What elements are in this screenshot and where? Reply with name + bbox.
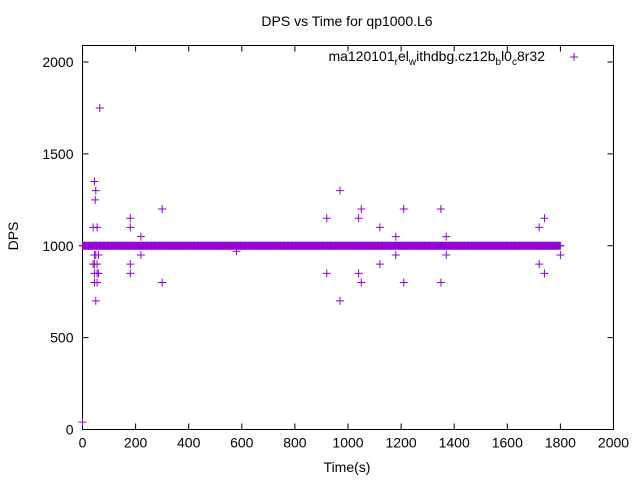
data-point <box>442 250 451 259</box>
x-tick-label: 1800 <box>545 435 576 451</box>
data-point <box>436 278 445 287</box>
data-point <box>93 223 102 232</box>
data-point <box>436 205 445 213</box>
y-axis-label: DPS <box>5 222 21 251</box>
data-point <box>336 296 345 305</box>
data-point <box>90 177 99 186</box>
x-tick-label: 1000 <box>332 435 363 451</box>
legend-label: ma120101relwithdbg.cz12bbl0c8r32 <box>328 48 545 68</box>
data-point <box>91 195 100 204</box>
data-point <box>158 205 167 213</box>
data-point <box>535 223 544 232</box>
y-tick-label: 500 <box>50 330 74 346</box>
legend-marker <box>570 53 578 61</box>
data-point <box>535 260 544 269</box>
y-tick-label: 0 <box>66 422 74 438</box>
x-tick-label: 0 <box>79 435 87 451</box>
data-point <box>556 250 565 259</box>
data-point <box>357 205 366 213</box>
data-point <box>540 269 549 278</box>
x-tick-label: 1400 <box>439 435 470 451</box>
y-tick-label: 1500 <box>42 146 73 162</box>
data-point <box>391 232 400 241</box>
y-tick-label: 1000 <box>42 238 73 254</box>
data-point <box>158 278 167 287</box>
x-tick-label: 2000 <box>598 435 629 451</box>
y-tick-label: 2000 <box>42 54 73 70</box>
data-point <box>322 214 331 223</box>
x-tick-label: 800 <box>283 435 307 451</box>
data-point <box>375 223 384 232</box>
data-point <box>336 186 345 195</box>
data-point <box>126 260 135 269</box>
x-tick-label: 400 <box>177 435 201 451</box>
chart-title: DPS vs Time for qp1000.L6 <box>261 13 432 29</box>
x-tick-label: 600 <box>230 435 254 451</box>
data-point <box>136 250 145 259</box>
data-point <box>126 269 135 278</box>
data-point <box>442 232 451 241</box>
data-point <box>94 269 103 278</box>
data-point <box>391 250 400 259</box>
data-point <box>93 260 102 269</box>
plot-border <box>82 45 614 430</box>
x-tick-label: 1600 <box>492 435 523 451</box>
data-point <box>91 186 100 195</box>
x-tick-label: 200 <box>124 435 148 451</box>
data-point <box>354 214 363 223</box>
data-point <box>399 278 408 287</box>
data-points <box>78 53 578 427</box>
data-point <box>357 278 366 287</box>
x-axis-label: Time(s) <box>324 459 371 475</box>
data-point <box>126 214 135 223</box>
data-point <box>136 232 145 241</box>
data-point <box>322 269 331 278</box>
data-point <box>91 296 100 305</box>
data-point-baseline <box>556 241 565 250</box>
data-point <box>232 247 241 256</box>
data-point <box>78 418 87 427</box>
data-point <box>95 103 104 112</box>
data-point <box>399 205 408 213</box>
data-point <box>540 214 549 223</box>
data-point <box>354 269 363 278</box>
data-point <box>126 223 135 232</box>
data-point <box>93 278 102 287</box>
data-point <box>375 260 384 269</box>
legend: ma120101relwithdbg.cz12bbl0c8r32 <box>328 48 545 68</box>
data-point <box>94 250 103 259</box>
x-tick-label: 1200 <box>386 435 417 451</box>
